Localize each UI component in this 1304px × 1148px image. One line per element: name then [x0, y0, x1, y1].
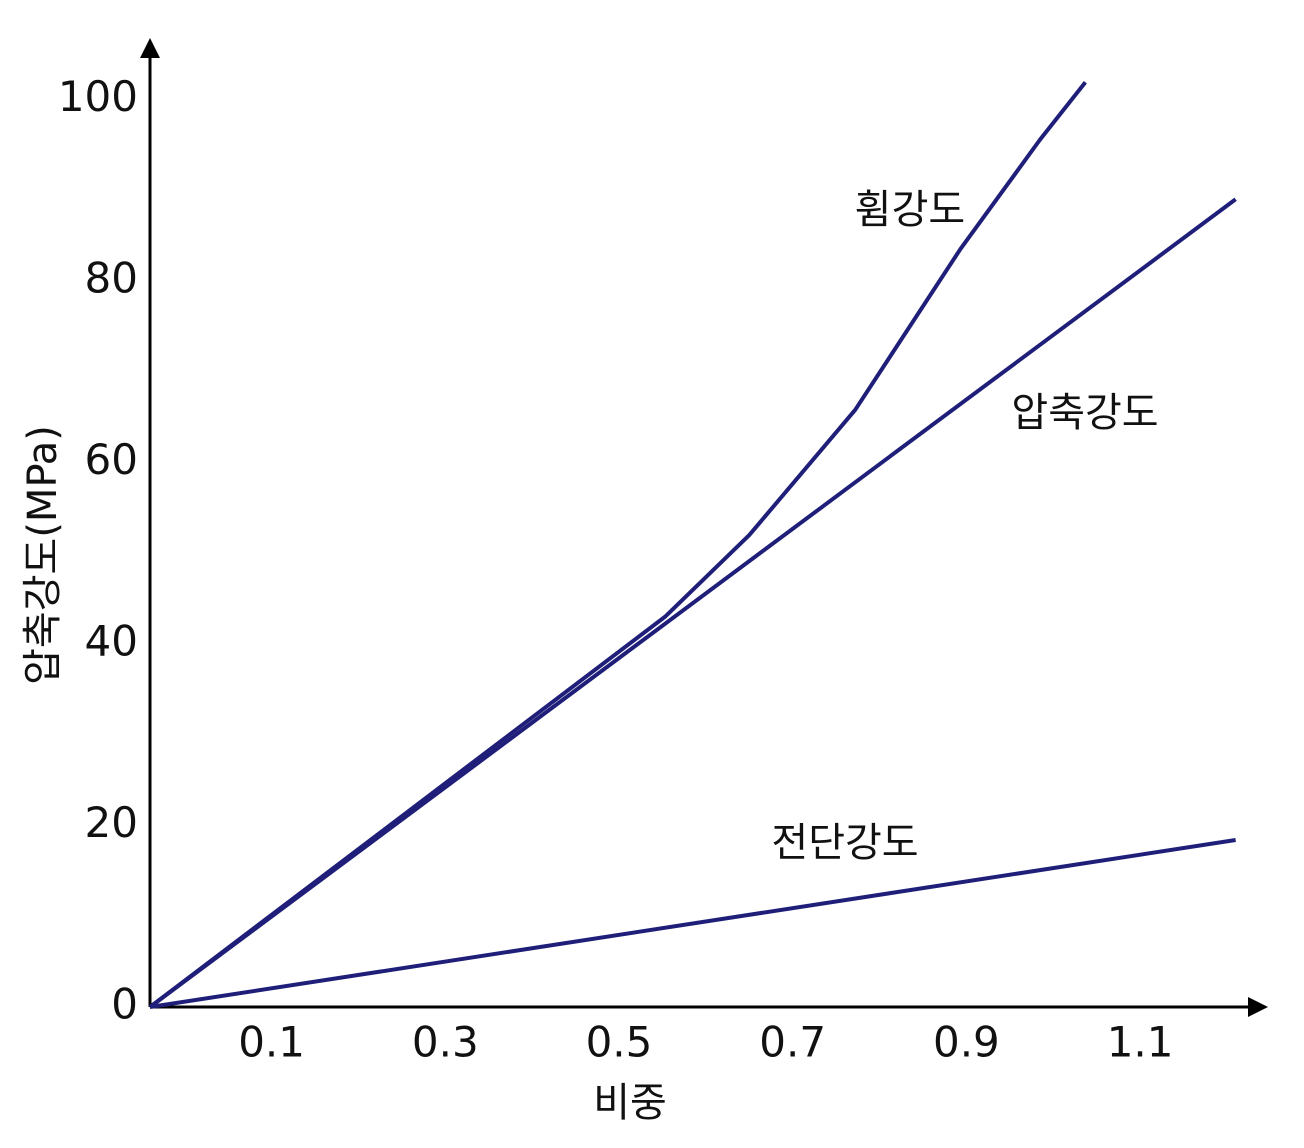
- y-axis-arrow: [140, 38, 160, 58]
- series-line: [148, 80, 1087, 1009]
- x-axis-arrow: [1248, 997, 1268, 1017]
- y-tick-label: 100: [58, 72, 138, 121]
- x-axis-label: 비중: [593, 1080, 667, 1126]
- y-tick-label: 0: [111, 980, 138, 1029]
- series-line: [148, 197, 1237, 1009]
- x-tick-label: 0.1: [238, 1018, 305, 1067]
- x-tick-label: 0.9: [933, 1018, 1000, 1067]
- x-tick-label: 0.5: [586, 1018, 653, 1067]
- y-axis-label: 압축강도(MPa): [20, 425, 66, 685]
- y-tick-label: 40: [85, 616, 138, 665]
- series-label: 압축강도: [1011, 390, 1158, 436]
- y-tick-label: 20: [85, 798, 138, 847]
- series-label: 휨강도: [855, 187, 965, 233]
- x-tick-label: 0.3: [412, 1018, 479, 1067]
- series-line: [149, 838, 1236, 1009]
- y-tick-label: 80: [85, 253, 138, 302]
- x-tick-label: 1.1: [1107, 1018, 1174, 1067]
- x-tick-label: 0.7: [759, 1018, 826, 1067]
- series-label: 전단강도: [771, 820, 918, 866]
- y-tick-label: 60: [85, 435, 138, 484]
